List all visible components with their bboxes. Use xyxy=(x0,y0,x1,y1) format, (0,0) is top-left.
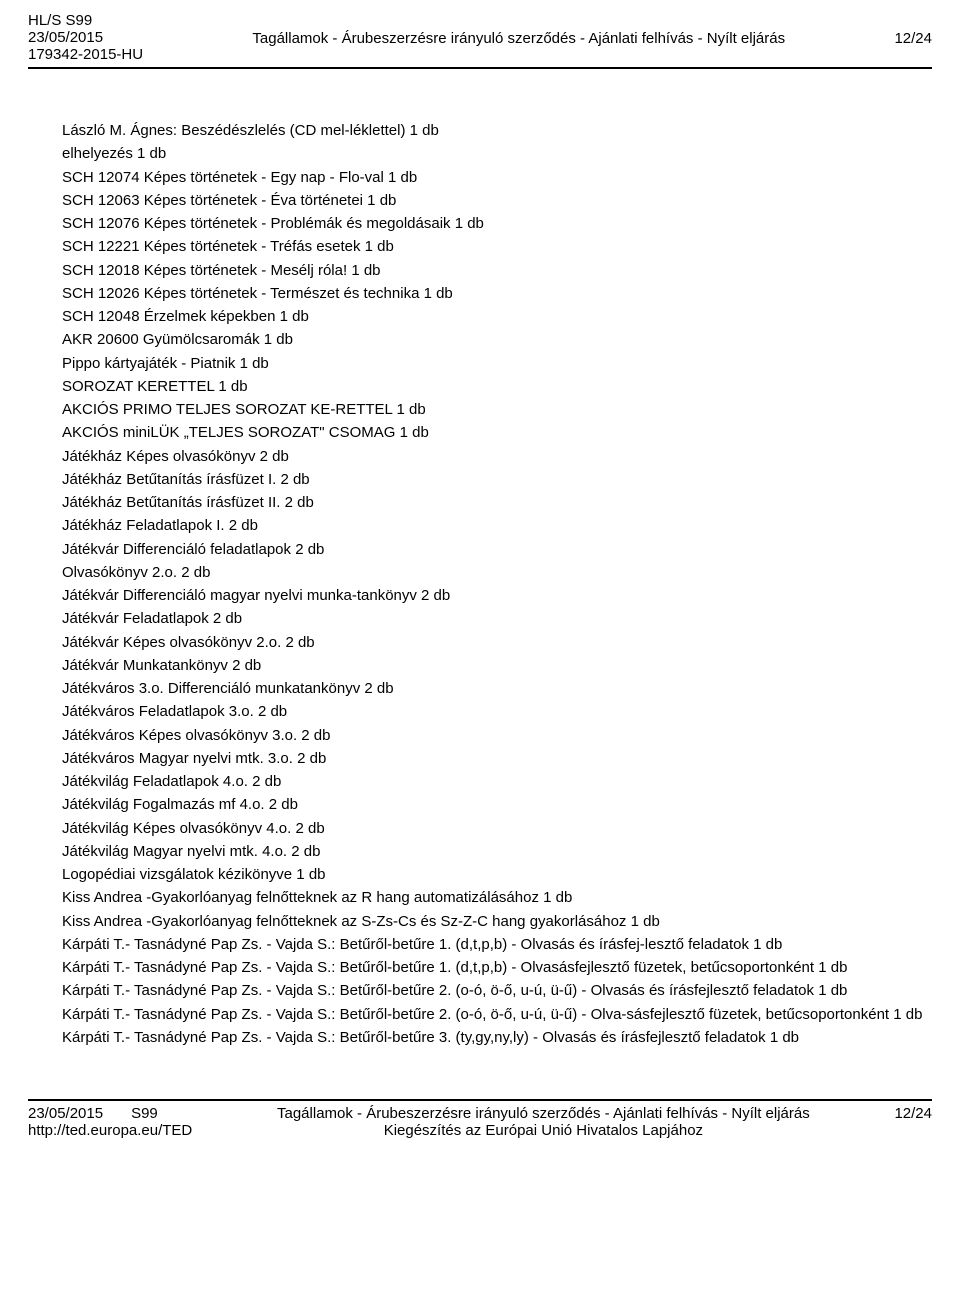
body-line: Játékváros Magyar nyelvi mtk. 3.o. 2 db xyxy=(62,747,932,770)
header-ref1: HL/S S99 xyxy=(28,12,143,29)
body-line: Pippo kártyajáték - Piatnik 1 db xyxy=(62,352,932,375)
body-line: Játékvár Munkatankönyv 2 db xyxy=(62,654,932,677)
body-line: Kárpáti T.- Tasnádyné Pap Zs. - Vajda S.… xyxy=(62,1003,932,1026)
footer-date: 23/05/2015 xyxy=(28,1105,103,1122)
body-line: AKCIÓS PRIMO TELJES SOROZAT KE-RETTEL 1 … xyxy=(62,398,932,421)
body-line: Olvasókönyv 2.o. 2 db xyxy=(62,561,932,584)
body-line: Kárpáti T.- Tasnádyné Pap Zs. - Vajda S.… xyxy=(62,1026,932,1049)
body-line: Játékház Betűtanítás írásfüzet II. 2 db xyxy=(62,491,932,514)
body-line: elhelyezés 1 db xyxy=(62,142,932,165)
header-title: Tagállamok - Árubeszerzésre irányuló sze… xyxy=(143,12,894,47)
body-line: Kárpáti T.- Tasnádyné Pap Zs. - Vajda S.… xyxy=(62,956,932,979)
body-line: Kiss Andrea -Gyakorlóanyag felnőtteknek … xyxy=(62,910,932,933)
body-line: AKR 20600 Gyümölcsaromák 1 db xyxy=(62,328,932,351)
header-date: 23/05/2015 xyxy=(28,29,143,46)
body-line: SCH 12221 Képes történetek - Tréfás eset… xyxy=(62,235,932,258)
body-line: Játékház Betűtanítás írásfüzet I. 2 db xyxy=(62,468,932,491)
body-line: Játékház Feladatlapok I. 2 db xyxy=(62,514,932,537)
body-line: Játékvilág Feladatlapok 4.o. 2 db xyxy=(62,770,932,793)
body-line: SCH 12076 Képes történetek - Problémák é… xyxy=(62,212,932,235)
body-line: Játékváros Feladatlapok 3.o. 2 db xyxy=(62,700,932,723)
body-line: Játékvár Differenciáló feladatlapok 2 db xyxy=(62,538,932,561)
header-left: HL/S S99 23/05/2015 179342-2015-HU xyxy=(28,12,143,63)
footer-title-line1: Tagállamok - Árubeszerzésre irányuló sze… xyxy=(192,1105,894,1122)
body-line: Játékvár Differenciáló magyar nyelvi mun… xyxy=(62,584,932,607)
body-line: SCH 12048 Érzelmek képekben 1 db xyxy=(62,305,932,328)
body-line: SCH 12063 Képes történetek - Éva történe… xyxy=(62,189,932,212)
footer-page: 12/24 xyxy=(894,1105,932,1122)
body-line: László M. Ágnes: Beszédészlelés (CD mel-… xyxy=(62,119,932,142)
body-line: AKCIÓS miniLÜK „TELJES SOROZAT" CSOMAG 1… xyxy=(62,421,932,444)
body-line: Kárpáti T.- Tasnádyné Pap Zs. - Vajda S.… xyxy=(62,933,932,956)
body-line: Játékvilág Magyar nyelvi mtk. 4.o. 2 db xyxy=(62,840,932,863)
header-page: 12/24 xyxy=(894,12,932,47)
body-line: SCH 12074 Képes történetek - Egy nap - F… xyxy=(62,166,932,189)
body-line: Játékváros Képes olvasókönyv 3.o. 2 db xyxy=(62,724,932,747)
body-line: Kiss Andrea -Gyakorlóanyag felnőtteknek … xyxy=(62,886,932,909)
body-line: Logopédiai vizsgálatok kézikönyve 1 db xyxy=(62,863,932,886)
footer-title-line2: Kiegészítés az Európai Unió Hivatalos La… xyxy=(192,1122,894,1139)
document-body: László M. Ágnes: Beszédészlelés (CD mel-… xyxy=(28,119,932,1049)
footer-url: http://ted.europa.eu/TED xyxy=(28,1122,192,1139)
body-line: Játékvár Feladatlapok 2 db xyxy=(62,607,932,630)
page-footer: 23/05/2015 S99 http://ted.europa.eu/TED … xyxy=(28,1099,932,1139)
footer-center: Tagállamok - Árubeszerzésre irányuló sze… xyxy=(192,1105,894,1139)
body-line: Játékház Képes olvasókönyv 2 db xyxy=(62,445,932,468)
body-line: Játékvár Képes olvasókönyv 2.o. 2 db xyxy=(62,631,932,654)
body-line: Játékvilág Képes olvasókönyv 4.o. 2 db xyxy=(62,817,932,840)
body-line: Játékvilág Fogalmazás mf 4.o. 2 db xyxy=(62,793,932,816)
body-line: SOROZAT KERETTEL 1 db xyxy=(62,375,932,398)
body-line: SCH 12018 Képes történetek - Mesélj róla… xyxy=(62,259,932,282)
body-line: Kárpáti T.- Tasnádyné Pap Zs. - Vajda S.… xyxy=(62,979,932,1002)
header-ref2: 179342-2015-HU xyxy=(28,46,143,63)
body-line: SCH 12026 Képes történetek - Természet é… xyxy=(62,282,932,305)
footer-ref: S99 xyxy=(131,1105,158,1122)
footer-left: 23/05/2015 S99 http://ted.europa.eu/TED xyxy=(28,1105,192,1139)
page-header: HL/S S99 23/05/2015 179342-2015-HU Tagál… xyxy=(28,12,932,69)
body-line: Játékváros 3.o. Differenciáló munkatankö… xyxy=(62,677,932,700)
